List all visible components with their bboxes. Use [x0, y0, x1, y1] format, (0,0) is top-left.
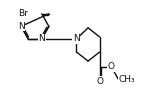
Text: N: N [73, 34, 80, 43]
Text: CH₃: CH₃ [118, 75, 135, 84]
Text: Br: Br [18, 9, 28, 18]
Text: N: N [38, 34, 45, 43]
Text: O: O [96, 77, 103, 86]
Text: N: N [18, 22, 24, 31]
Text: O: O [108, 62, 115, 71]
